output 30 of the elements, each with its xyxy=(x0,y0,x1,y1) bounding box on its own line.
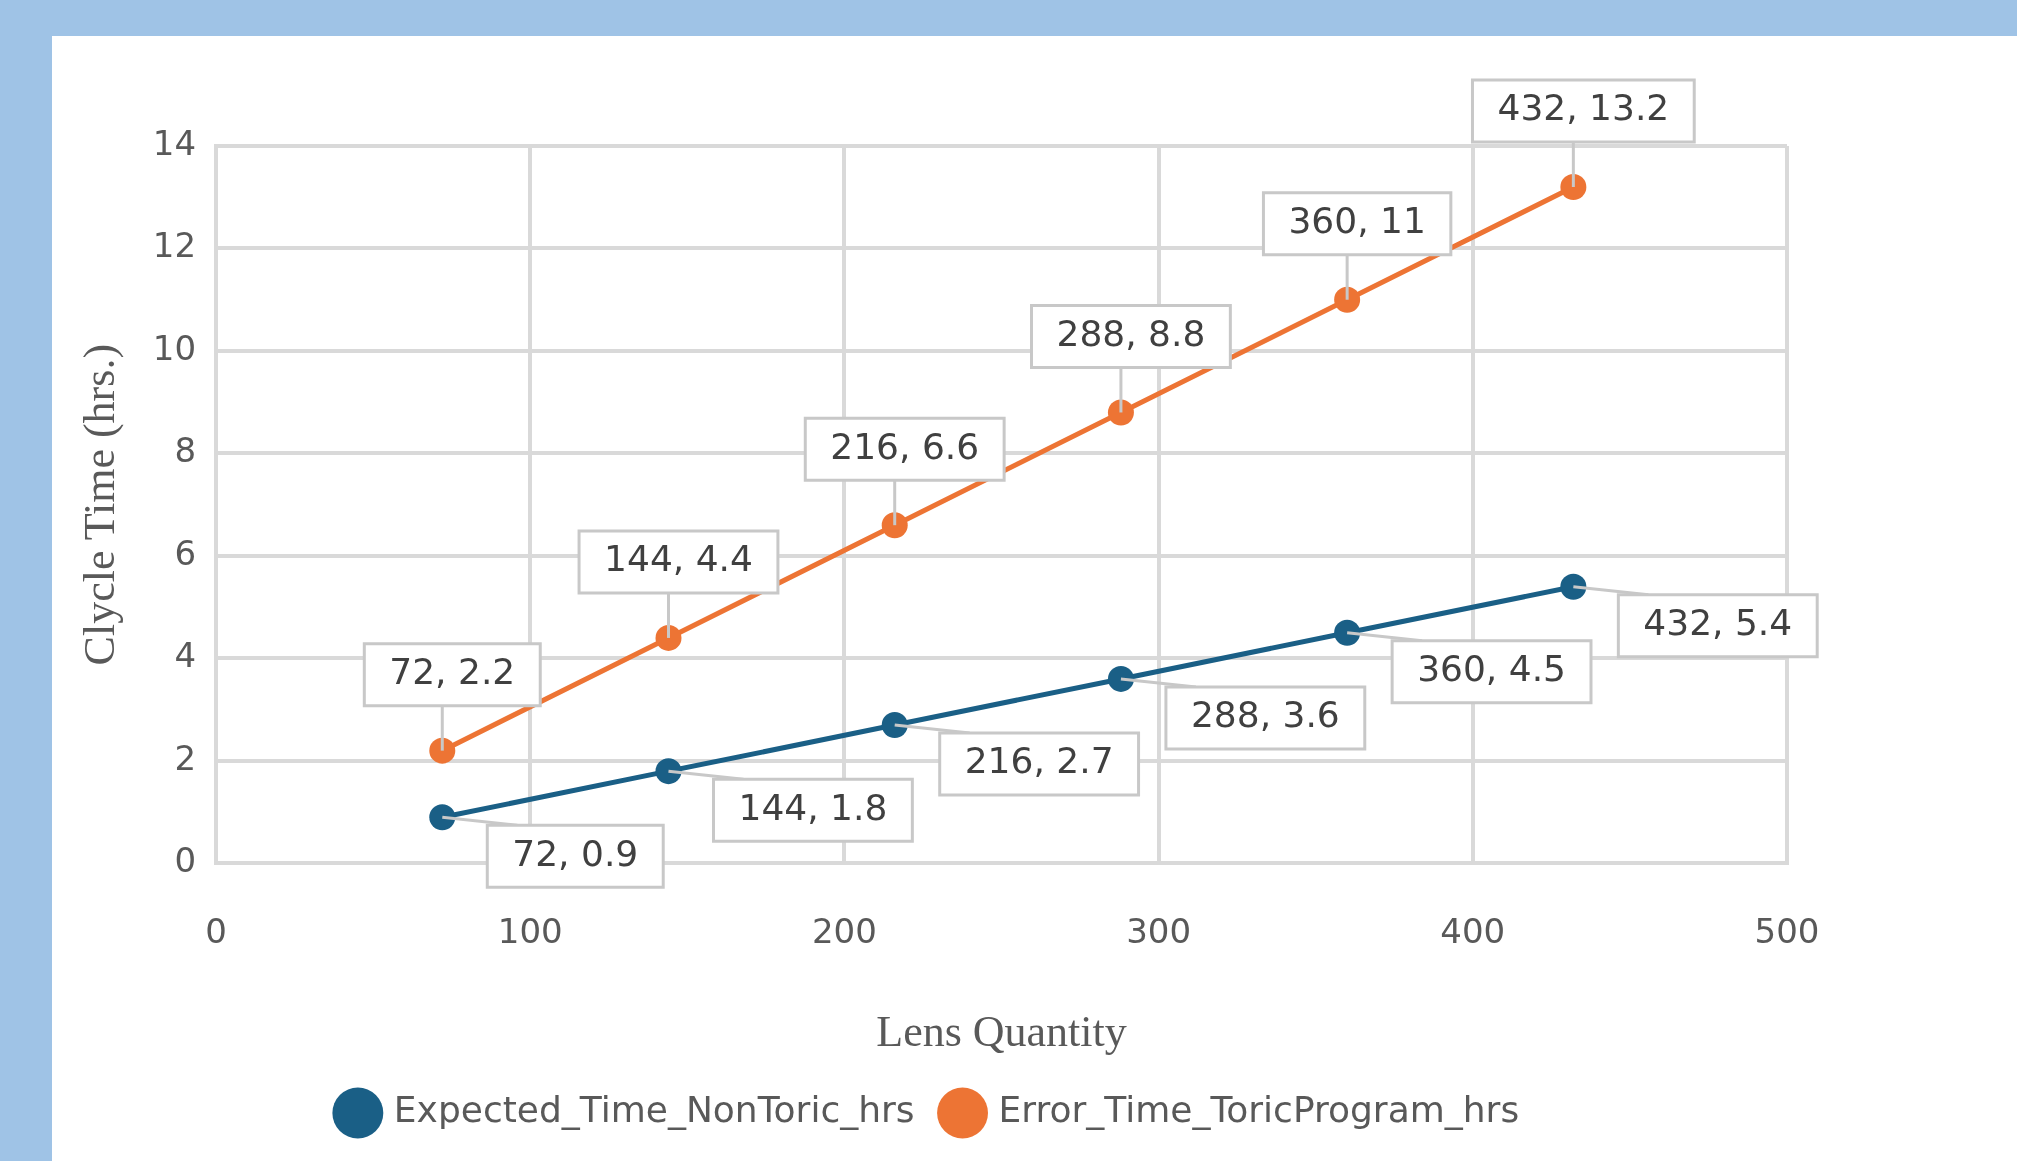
y-tick-label: 8 xyxy=(174,430,197,471)
y-tick-label: 2 xyxy=(174,737,197,778)
data-label: 432, 13.2 xyxy=(1497,87,1670,129)
x-tick-label: 0 xyxy=(205,910,227,951)
x-axis-title: Lens Quantity xyxy=(876,1007,1127,1057)
data-label: 216, 6.6 xyxy=(830,425,980,467)
y-tick-label: 4 xyxy=(174,635,197,676)
x-tick-label: 100 xyxy=(497,910,563,951)
x-tick-label: 200 xyxy=(811,910,877,951)
data-label: 432, 5.4 xyxy=(1643,602,1793,644)
x-tick-label: 400 xyxy=(1440,910,1506,951)
x-tick-label: 500 xyxy=(1754,910,1820,951)
data-label: 72, 0.9 xyxy=(512,832,639,874)
x-tick-label: 300 xyxy=(1126,910,1192,951)
data-label: 288, 3.6 xyxy=(1190,694,1340,736)
data-label: 216, 2.7 xyxy=(964,740,1114,782)
legend-label: Error_Time_ToricProgram_hrs xyxy=(998,1089,1520,1131)
y-tick-label: 14 xyxy=(152,122,197,163)
y-tick-label: 10 xyxy=(152,327,197,368)
data-label: 72, 2.2 xyxy=(389,651,516,693)
data-label: 360, 11 xyxy=(1288,200,1426,242)
legend-label: Expected_Time_NonToric_hrs xyxy=(393,1089,915,1131)
y-tick-label: 6 xyxy=(174,532,197,573)
data-label: 144, 1.8 xyxy=(738,786,888,828)
data-label: 360, 4.5 xyxy=(1417,648,1566,690)
data-label: 288, 8.8 xyxy=(1056,312,1206,354)
y-axis-title: Clycle Time (hrs.) xyxy=(74,343,124,666)
y-tick-label: 0 xyxy=(174,840,197,881)
y-tick-label: 12 xyxy=(152,225,197,266)
data-label: 144, 4.4 xyxy=(604,538,753,580)
